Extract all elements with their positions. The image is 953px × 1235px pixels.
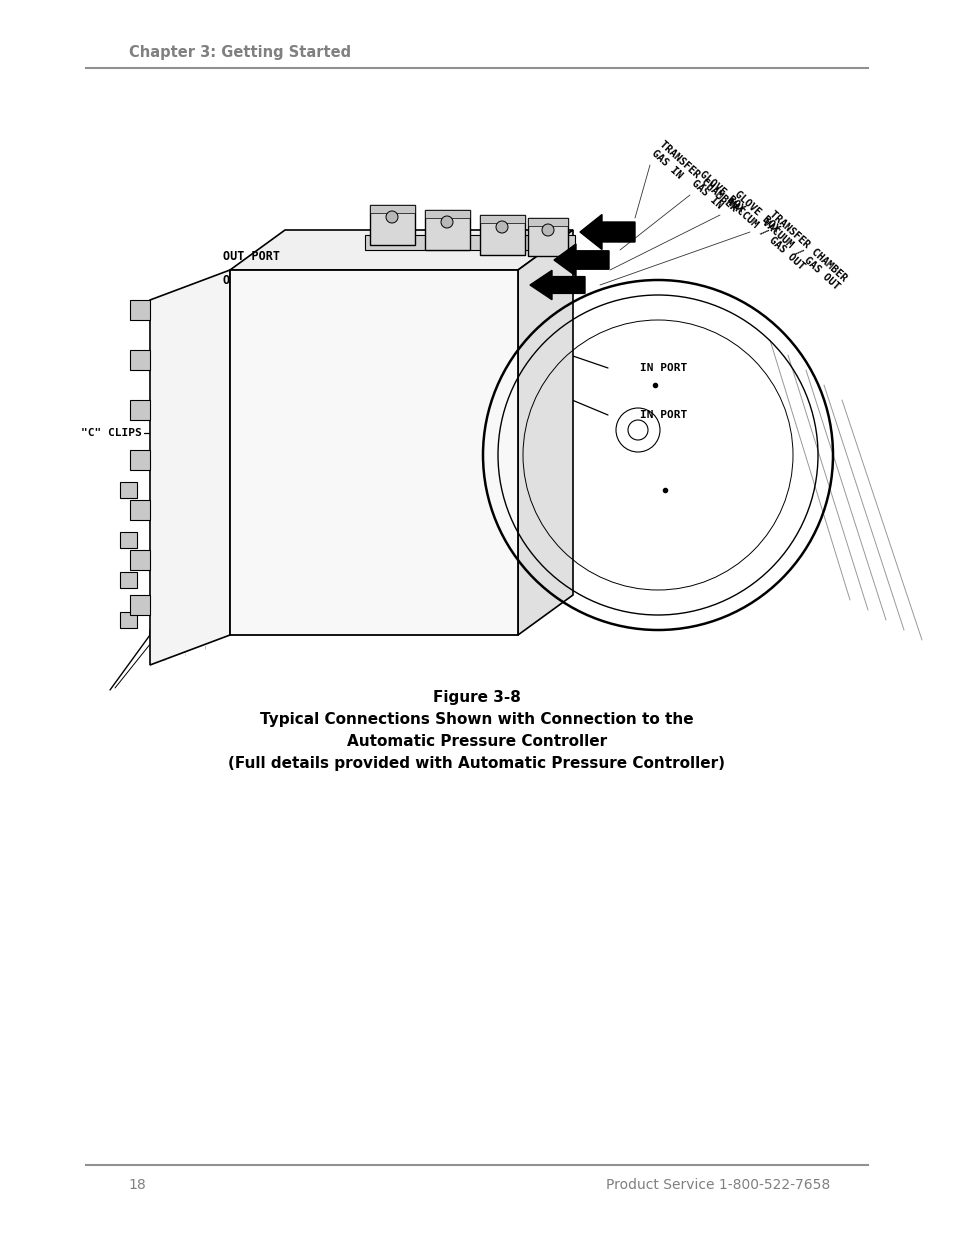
Text: Product Service 1-800-522-7658: Product Service 1-800-522-7658 [605, 1178, 829, 1192]
Polygon shape [130, 350, 150, 370]
Text: GLOVE BOX
VACCUM / GAS OUT: GLOVE BOX VACCUM / GAS OUT [724, 189, 813, 272]
Polygon shape [365, 235, 575, 249]
Circle shape [386, 211, 397, 224]
Polygon shape [120, 613, 137, 629]
Polygon shape [130, 550, 150, 571]
Polygon shape [230, 270, 517, 635]
Text: IN PORT: IN PORT [639, 363, 686, 373]
Text: OUT PORT: OUT PORT [223, 251, 280, 263]
Polygon shape [424, 210, 470, 219]
Polygon shape [130, 595, 150, 615]
Polygon shape [230, 230, 573, 270]
Circle shape [496, 221, 507, 233]
Polygon shape [370, 205, 415, 245]
Polygon shape [479, 215, 524, 224]
FancyArrow shape [530, 270, 584, 300]
Polygon shape [150, 270, 230, 664]
Text: TRANSFER CHAMBER
VACUUM / GAS OUT: TRANSFER CHAMBER VACUUM / GAS OUT [760, 209, 848, 291]
Polygon shape [130, 450, 150, 471]
Text: Automatic Pressure Controller: Automatic Pressure Controller [347, 734, 606, 748]
Polygon shape [130, 400, 150, 420]
Polygon shape [120, 532, 137, 548]
Text: Figure 3-8: Figure 3-8 [433, 690, 520, 705]
Polygon shape [527, 219, 567, 256]
Polygon shape [479, 215, 524, 254]
Polygon shape [130, 500, 150, 520]
FancyArrow shape [554, 243, 608, 277]
Text: (Full details provided with Automatic Pressure Controller): (Full details provided with Automatic Pr… [229, 756, 724, 771]
Text: TRANSFER CHAMBER
GAS IN: TRANSFER CHAMBER GAS IN [649, 140, 738, 222]
Polygon shape [424, 210, 470, 249]
Polygon shape [370, 205, 415, 212]
Text: Chapter 3: Getting Started: Chapter 3: Getting Started [129, 44, 351, 59]
Text: IN PORT: IN PORT [639, 410, 686, 420]
Polygon shape [120, 572, 137, 588]
Circle shape [440, 216, 453, 228]
Text: Typical Connections Shown with Connection to the: Typical Connections Shown with Connectio… [260, 713, 693, 727]
Text: OUT PORT: OUT PORT [223, 273, 280, 287]
Polygon shape [527, 219, 567, 226]
Polygon shape [517, 230, 573, 635]
Text: 18: 18 [129, 1178, 147, 1192]
Circle shape [541, 224, 554, 236]
Text: GLOVE BOX
GAS IN: GLOVE BOX GAS IN [689, 169, 745, 222]
Polygon shape [120, 482, 137, 498]
FancyArrow shape [579, 215, 635, 249]
Text: "C" CLIPS: "C" CLIPS [81, 429, 142, 438]
Polygon shape [130, 300, 150, 320]
